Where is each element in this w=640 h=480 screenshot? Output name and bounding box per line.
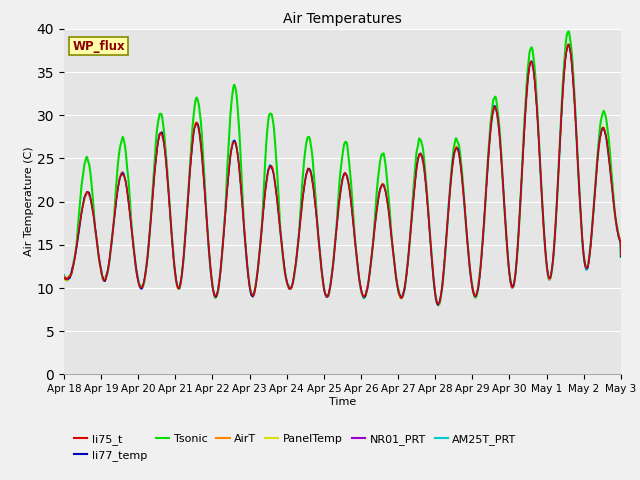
Legend: li75_t, li77_temp, Tsonic, AirT, PanelTemp, NR01_PRT, AM25T_PRT: li75_t, li77_temp, Tsonic, AirT, PanelTe… (70, 429, 521, 466)
li75_t (584, 264, 591, 270)
Line: AM25T_PRT: AM25T_PRT (64, 44, 621, 304)
Tsonic (568, 54, 576, 60)
li77_temp (358, 291, 366, 297)
li75_t (504, 261, 512, 266)
li75_t (435, 301, 442, 307)
Line: li75_t: li75_t (64, 45, 621, 304)
AirT (584, 264, 591, 269)
NR01_PRT (60, 274, 68, 279)
Tsonic (358, 292, 366, 298)
AM25T_PRT (564, 41, 572, 47)
Title: Air Temperatures: Air Temperatures (283, 12, 402, 26)
li77_temp (60, 275, 68, 281)
PanelTemp (584, 263, 591, 269)
li77_temp (434, 302, 442, 308)
PanelTemp (564, 41, 572, 47)
NR01_PRT (358, 292, 366, 298)
PanelTemp (568, 63, 576, 69)
Tsonic (617, 254, 625, 260)
NR01_PRT (617, 251, 625, 257)
li77_temp (584, 265, 591, 271)
Line: Tsonic: Tsonic (64, 31, 621, 305)
AirT (435, 302, 442, 308)
AM25T_PRT (435, 301, 442, 307)
li75_t (216, 279, 223, 285)
Tsonic (504, 262, 512, 267)
NR01_PRT (434, 302, 442, 308)
li75_t (371, 227, 378, 232)
li75_t (358, 291, 366, 297)
li77_temp (504, 259, 512, 264)
AirT (60, 274, 68, 279)
PanelTemp (435, 302, 442, 308)
Tsonic (584, 263, 591, 268)
PanelTemp (617, 252, 625, 258)
NR01_PRT (371, 227, 378, 233)
PanelTemp (60, 274, 68, 280)
AM25T_PRT (568, 63, 576, 69)
li75_t (568, 63, 576, 69)
AM25T_PRT (504, 260, 512, 266)
PanelTemp (504, 260, 512, 266)
AM25T_PRT (584, 264, 591, 269)
li75_t (564, 42, 572, 48)
Tsonic (435, 302, 442, 308)
AirT (358, 291, 366, 297)
Tsonic (371, 221, 378, 227)
Y-axis label: Air Temperature (C): Air Temperature (C) (24, 147, 34, 256)
Line: li77_temp: li77_temp (64, 45, 621, 305)
AM25T_PRT (358, 292, 366, 298)
Tsonic (216, 278, 223, 284)
li77_temp (565, 42, 573, 48)
Line: PanelTemp: PanelTemp (64, 44, 621, 305)
X-axis label: Time: Time (329, 397, 356, 407)
Tsonic (60, 276, 68, 282)
NR01_PRT (216, 278, 223, 284)
PanelTemp (371, 227, 378, 232)
li75_t (60, 275, 68, 280)
AirT (564, 41, 572, 47)
AM25T_PRT (216, 279, 223, 285)
Line: AirT: AirT (64, 44, 621, 305)
PanelTemp (216, 279, 223, 285)
li77_temp (371, 226, 378, 231)
li77_temp (617, 254, 625, 260)
li77_temp (216, 279, 223, 285)
Tsonic (564, 28, 572, 34)
AirT (568, 64, 576, 70)
AirT (504, 260, 512, 266)
AirT (216, 279, 223, 285)
AirT (617, 251, 625, 256)
NR01_PRT (504, 261, 512, 266)
PanelTemp (358, 292, 366, 298)
li75_t (617, 252, 625, 258)
Line: NR01_PRT: NR01_PRT (64, 45, 621, 305)
NR01_PRT (568, 64, 576, 70)
AM25T_PRT (617, 252, 625, 258)
Text: WP_flux: WP_flux (72, 39, 125, 52)
li77_temp (568, 64, 576, 70)
AM25T_PRT (60, 272, 68, 278)
AirT (371, 227, 378, 232)
NR01_PRT (584, 264, 591, 270)
AM25T_PRT (371, 226, 378, 232)
NR01_PRT (564, 42, 572, 48)
